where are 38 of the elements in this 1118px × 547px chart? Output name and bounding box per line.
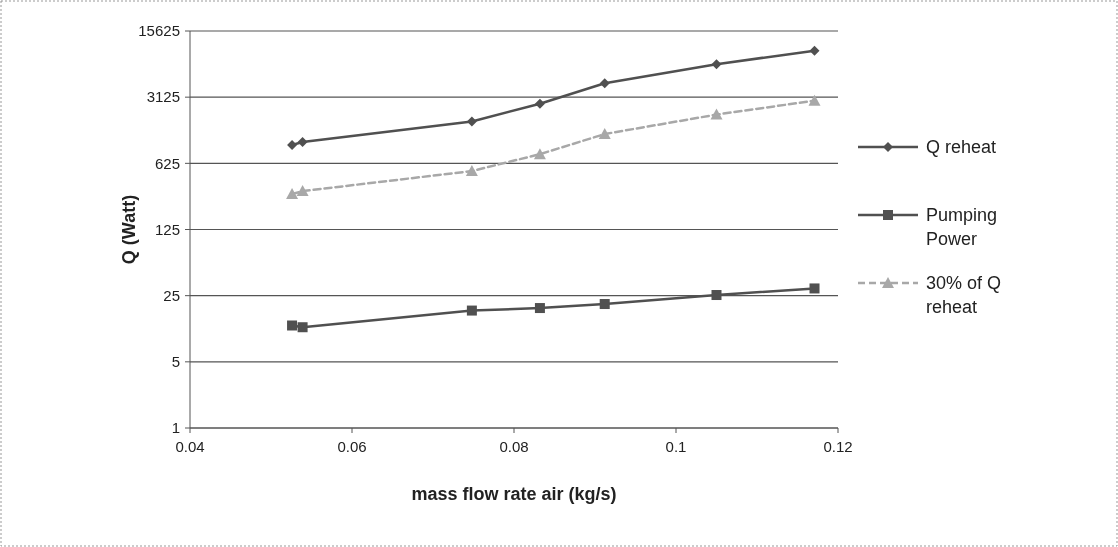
- x-tick-label: 0.08: [499, 438, 529, 455]
- y-tick-label: 5: [171, 353, 180, 371]
- legend-label: Q reheat: [926, 137, 997, 158]
- point: [287, 320, 298, 331]
- point: [710, 108, 723, 120]
- x-tick-label: 0.12: [823, 438, 853, 455]
- point: [808, 94, 821, 106]
- point: [533, 148, 546, 160]
- x-tick-label: 0.06: [337, 438, 367, 455]
- x-tick-label: 0.04: [175, 438, 205, 455]
- point: [466, 305, 477, 316]
- point: [534, 98, 545, 109]
- point: [465, 165, 478, 177]
- legend-label: Pumping Power: [926, 205, 998, 249]
- y-tick-label: 3125: [146, 88, 180, 106]
- x-tick-label: 0.1: [665, 438, 687, 455]
- point: [711, 59, 722, 70]
- y-tick-label: 125: [154, 220, 180, 238]
- y-tick-label: 15625: [138, 22, 180, 40]
- y-tick-label: 1: [171, 419, 180, 437]
- point: [599, 78, 610, 89]
- point: [286, 188, 299, 200]
- point: [599, 299, 610, 310]
- point: [296, 185, 309, 197]
- point: [297, 136, 308, 147]
- y-axis-title: Q (Watt): [119, 194, 139, 265]
- point: [809, 283, 820, 294]
- legend-label: 30% of Q reheat: [926, 273, 1002, 317]
- point: [711, 290, 722, 301]
- point: [287, 140, 298, 151]
- y-tick-label: 625: [154, 154, 180, 172]
- y-tick-label: 25: [163, 286, 180, 304]
- point: [534, 303, 545, 314]
- point: [598, 128, 611, 140]
- point: [466, 116, 477, 127]
- x-axis-title: mass flow rate air (kg/s): [411, 484, 617, 504]
- point: [297, 322, 308, 333]
- point: [809, 45, 820, 56]
